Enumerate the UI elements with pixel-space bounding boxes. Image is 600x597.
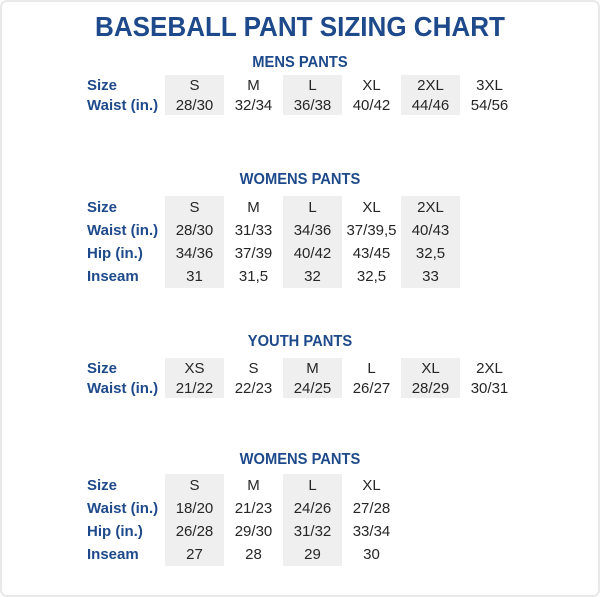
section-title: MENS PANTS xyxy=(252,54,348,71)
value-cell: M xyxy=(247,76,260,94)
value-cell: 34/36 xyxy=(283,219,342,242)
section-title: WOMENS PANTS xyxy=(239,451,361,468)
table-row: Size XS S M L XL 2XL xyxy=(87,358,519,378)
value-cell: 40/43 xyxy=(401,219,460,242)
value-cell: XL xyxy=(401,358,460,378)
value-cell: 18/20 xyxy=(165,497,224,520)
value-cell: 32,5 xyxy=(356,268,387,285)
value-cell: 54/56 xyxy=(470,96,509,114)
row-label: Waist (in.) xyxy=(87,96,159,114)
value-cell: 31/33 xyxy=(234,222,273,239)
value-cell: 44/46 xyxy=(401,95,460,115)
value-cell: 36/38 xyxy=(283,95,342,115)
value-cell: 37/39 xyxy=(234,245,273,262)
value-cell: 33 xyxy=(401,265,460,288)
value-cell: S xyxy=(165,75,224,95)
value-cell: 28/29 xyxy=(401,378,460,398)
sizing-table: Size S M L XL Waist (in.) 18/20 21/23 24/26 27/28… xyxy=(87,474,401,566)
section-title: WOMENS PANTS xyxy=(239,171,361,188)
value-cell: 27/28 xyxy=(352,500,391,517)
value-cell: 27 xyxy=(165,543,224,566)
value-cell: 32,5 xyxy=(401,242,460,265)
row-label: Hip (in.) xyxy=(87,245,143,262)
value-cell: 29/30 xyxy=(234,523,273,540)
row-label: Size xyxy=(87,359,118,377)
value-cell: 2XL xyxy=(401,196,460,219)
table-row: Hip (in.) 34/36 37/39 40/42 43/45 32,5 xyxy=(87,242,460,265)
section-womens-pants-2: WOMENS PANTS Size S M L XL 2XL Waist (in.) 28/30… xyxy=(2,172,598,288)
sections-container: MENS PANTS Size S M L XL 2XL 3XL Waist (in.) 28/3… xyxy=(2,55,598,566)
value-cell: XS xyxy=(165,358,224,378)
row-label: Waist (in.) xyxy=(87,500,159,517)
value-cell: M xyxy=(283,358,342,378)
value-cell: 2XL xyxy=(401,75,460,95)
row-label: Size xyxy=(87,76,118,94)
value-cell: 31,5 xyxy=(238,268,269,285)
value-cell: 28 xyxy=(245,546,262,563)
section-womens-pants-4: WOMENS PANTS Size S M L XL Waist (in.) 18/20 21/… xyxy=(2,452,598,566)
value-cell: L xyxy=(367,359,376,377)
row-label: Waist (in.) xyxy=(87,222,159,239)
value-cell: M xyxy=(247,477,260,494)
value-cell: 30/31 xyxy=(470,379,509,397)
section-mens-pants-1: MENS PANTS Size S M L XL 2XL 3XL Waist (in.) 28/3… xyxy=(2,55,598,115)
row-label: Size xyxy=(87,477,118,494)
sizing-table: Size XS S M L XL 2XL Waist (in.) 21/22 22/23 24/25… xyxy=(87,358,519,398)
value-cell: 40/42 xyxy=(283,242,342,265)
value-cell: 30 xyxy=(363,546,380,563)
row-label: Size xyxy=(87,199,118,216)
value-cell: 34/36 xyxy=(165,242,224,265)
table-row: Size S M L XL 2XL 3XL xyxy=(87,75,519,95)
value-cell: L xyxy=(283,75,342,95)
value-cell: 31/32 xyxy=(283,520,342,543)
table-row: Size S M L XL 2XL xyxy=(87,196,460,219)
table-row: Inseam 27 28 29 30 xyxy=(87,543,401,566)
row-label: Hip (in.) xyxy=(87,523,143,540)
value-cell: 22/23 xyxy=(234,379,273,397)
value-cell: 37/39,5 xyxy=(346,222,397,239)
value-cell: 26/27 xyxy=(352,379,391,397)
row-label: Inseam xyxy=(87,268,139,285)
table-row: Waist (in.) 28/30 31/33 34/36 37/39,5 40/43 xyxy=(87,219,460,242)
table-row: Waist (in.) 28/30 32/34 36/38 40/42 44/46 54/5… xyxy=(87,95,519,115)
value-cell: 32/34 xyxy=(234,96,273,114)
value-cell: L xyxy=(283,196,342,219)
sizing-table: Size S M L XL 2XL Waist (in.) 28/30 31/33 34/36 37… xyxy=(87,196,460,288)
value-cell: XL xyxy=(362,477,381,494)
row-label: Inseam xyxy=(87,546,139,563)
value-cell: 21/23 xyxy=(234,500,273,517)
value-cell: 31 xyxy=(165,265,224,288)
value-cell: S xyxy=(165,474,224,497)
sizing-table: Size S M L XL 2XL 3XL Waist (in.) 28/30 32/34 36/3… xyxy=(87,75,519,115)
value-cell: 3XL xyxy=(476,76,503,94)
value-cell: 40/42 xyxy=(352,96,391,114)
value-cell: 21/22 xyxy=(165,378,224,398)
table-row: Inseam 31 31,5 32 32,5 33 xyxy=(87,265,460,288)
value-cell: XL xyxy=(362,76,381,94)
section-title: YOUTH PANTS xyxy=(247,333,353,350)
value-cell: S xyxy=(248,359,259,377)
value-cell: 28/30 xyxy=(165,95,224,115)
value-cell: 2XL xyxy=(476,359,503,377)
page-title: BASEBALL PANT SIZING CHART xyxy=(95,11,505,42)
table-row: Hip (in.) 26/28 29/30 31/32 33/34 xyxy=(87,520,401,543)
section-youth-pants-3: YOUTH PANTS Size XS S M L XL 2XL Waist (in.) 21/2… xyxy=(2,334,598,398)
value-cell: S xyxy=(165,196,224,219)
value-cell: M xyxy=(247,199,260,216)
value-cell: 26/28 xyxy=(165,520,224,543)
value-cell: 28/30 xyxy=(165,219,224,242)
value-cell: 33/34 xyxy=(352,523,391,540)
table-row: Waist (in.) 18/20 21/23 24/26 27/28 xyxy=(87,497,401,520)
row-label: Waist (in.) xyxy=(87,379,159,397)
value-cell: 32 xyxy=(283,265,342,288)
value-cell: 43/45 xyxy=(352,245,391,262)
value-cell: 29 xyxy=(283,543,342,566)
value-cell: 24/26 xyxy=(283,497,342,520)
value-cell: 24/25 xyxy=(283,378,342,398)
table-row: Waist (in.) 21/22 22/23 24/25 26/27 28/29 30/3… xyxy=(87,378,519,398)
value-cell: XL xyxy=(362,199,381,216)
table-row: Size S M L XL xyxy=(87,474,401,497)
value-cell: L xyxy=(283,474,342,497)
